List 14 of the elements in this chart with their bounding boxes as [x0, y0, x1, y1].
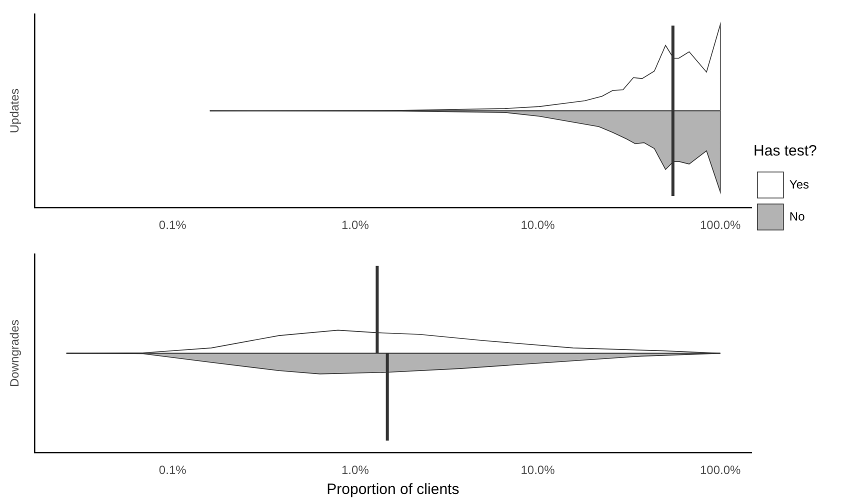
x-tick-label: 10.0% [520, 463, 556, 478]
x-tick-label: 100.0% [700, 218, 742, 232]
y-axis-title: Updates [8, 88, 22, 134]
x-tick-label: 1.0% [342, 218, 370, 232]
x-axis-title: Proportion of clients [326, 481, 460, 498]
legend-label: No [789, 209, 806, 224]
legend-label: Yes [789, 177, 809, 192]
x-tick-label: 10.0% [520, 218, 556, 232]
x-tick-label: 100.0% [700, 463, 742, 478]
legend-title: Has test? [754, 142, 817, 160]
x-tick-label: 0.1% [158, 218, 187, 232]
x-tick-label: 0.1% [158, 463, 187, 478]
x-tick-label: 1.0% [342, 463, 370, 478]
y-axis-title: Downgrades [8, 320, 22, 387]
